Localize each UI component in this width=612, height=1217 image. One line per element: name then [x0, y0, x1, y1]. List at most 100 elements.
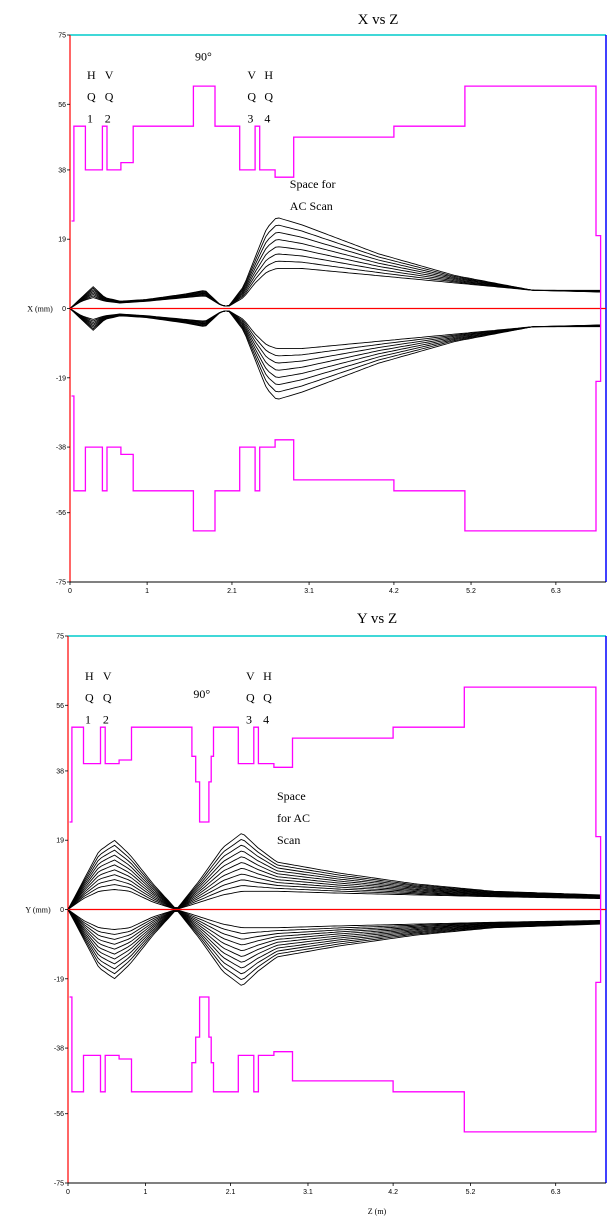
y-tick-label: -19	[56, 375, 66, 382]
beam-ray	[67, 889, 601, 910]
y-tick-label: 19	[58, 237, 66, 244]
annotation: 1	[87, 112, 93, 126]
aperture-lower-line	[71, 308, 602, 532]
annotation: 90°	[195, 50, 212, 64]
beam-ray	[69, 217, 601, 309]
beam-ray	[67, 909, 601, 963]
y-tick-label: 38	[56, 768, 64, 775]
beam-ray	[69, 308, 601, 400]
beam-ray	[69, 308, 601, 378]
beam-ray	[67, 850, 601, 910]
y-tick-label: -56	[54, 1111, 64, 1118]
y-tick-label: -38	[56, 445, 66, 452]
y-tick-label: 19	[56, 838, 64, 845]
chart-title: Y vs Z	[357, 611, 397, 627]
y-tick-label: -19	[54, 976, 64, 983]
annotation: Q	[105, 90, 114, 104]
beam-ray	[67, 838, 601, 910]
x-tick-label: 5.2	[466, 1189, 476, 1196]
beam-ray	[67, 909, 601, 981]
y-tick-label: 0	[62, 306, 66, 313]
y-tick-label: -38	[54, 1046, 64, 1053]
beam-ray	[67, 909, 601, 986]
beam-ray	[67, 867, 601, 910]
annotation: H	[263, 669, 272, 683]
y-tick-label: 75	[56, 634, 64, 641]
annotation: Q	[103, 691, 112, 705]
annotation: 2	[105, 112, 111, 126]
annotation: Scan	[277, 833, 300, 847]
y-axis-label: Y (mm)	[25, 906, 51, 915]
annotation: 1	[85, 713, 91, 727]
annotation: V	[247, 68, 256, 82]
y-tick-label: 0	[60, 907, 64, 914]
y-tick-label: 56	[58, 102, 66, 109]
annotation: 2	[103, 713, 109, 727]
beam-ray	[67, 909, 601, 952]
y-tick-label: -56	[56, 510, 66, 517]
annotation: 90°	[193, 687, 210, 701]
x-tick-label: 0	[66, 1189, 70, 1196]
beam-ray	[67, 909, 601, 930]
annotation: Q	[247, 90, 256, 104]
annotation: H	[85, 669, 94, 683]
annotation: 4	[264, 112, 270, 126]
beam-ray	[67, 879, 601, 910]
annotation: Q	[246, 691, 255, 705]
y-tick-label: -75	[54, 1181, 64, 1188]
y-tick-label: 38	[58, 167, 66, 174]
aperture-upper-line	[69, 686, 602, 910]
beam-ray	[67, 856, 601, 910]
x-tick-label: 3.1	[304, 588, 314, 595]
annotation: V	[105, 68, 114, 82]
annotation: V	[246, 669, 255, 683]
x-tick-label: 4.2	[388, 1189, 398, 1196]
beam-ray	[67, 833, 601, 910]
beam-ray	[67, 862, 601, 910]
y-tick-label: 56	[56, 703, 64, 710]
x-tick-label: 4.2	[389, 588, 399, 595]
annotation: Q	[263, 691, 272, 705]
annotation: H	[87, 68, 96, 82]
x-tick-label: 1	[145, 588, 149, 595]
x-tick-label: 6.3	[551, 1189, 561, 1196]
annotation: V	[103, 669, 112, 683]
aperture-upper-line	[71, 85, 602, 309]
beam-ray	[67, 909, 601, 975]
annotation: 3	[247, 112, 253, 126]
chart-title: X vs Z	[358, 12, 399, 28]
annotation: 3	[246, 713, 252, 727]
annotation: AC Scan	[290, 199, 333, 213]
annotation: for AC	[277, 811, 310, 825]
beam-ray	[67, 884, 601, 910]
aperture-lower-line	[69, 909, 602, 1133]
x-tick-label: 6.3	[551, 588, 561, 595]
annotation: Space	[277, 789, 306, 803]
annotation: Q	[85, 691, 94, 705]
annotation: Q	[87, 90, 96, 104]
x-tick-label: 3.1	[303, 1189, 313, 1196]
beam-ray	[67, 873, 601, 910]
x-tick-label: 2.1	[226, 1189, 236, 1196]
x-tick-label: 0	[68, 588, 72, 595]
annotation: Space for	[290, 177, 336, 191]
beam-ray	[69, 308, 601, 386]
y-tick-label: -75	[56, 580, 66, 587]
x-tick-label: 1	[143, 1189, 147, 1196]
annotation: H	[264, 68, 273, 82]
x-tick-label: 5.2	[466, 588, 476, 595]
annotation: Q	[264, 90, 273, 104]
beam-ray	[69, 231, 601, 309]
beam-ray	[67, 909, 601, 946]
annotation: 4	[263, 713, 269, 727]
beam-ray	[67, 909, 601, 969]
beam-ray	[67, 909, 601, 940]
x-axis-label: Z (m)	[368, 1207, 387, 1216]
beam-ray	[67, 844, 601, 910]
beam-ray	[67, 909, 601, 935]
y-axis-label: X (mm)	[27, 305, 53, 314]
y-tick-label: 75	[58, 33, 66, 40]
